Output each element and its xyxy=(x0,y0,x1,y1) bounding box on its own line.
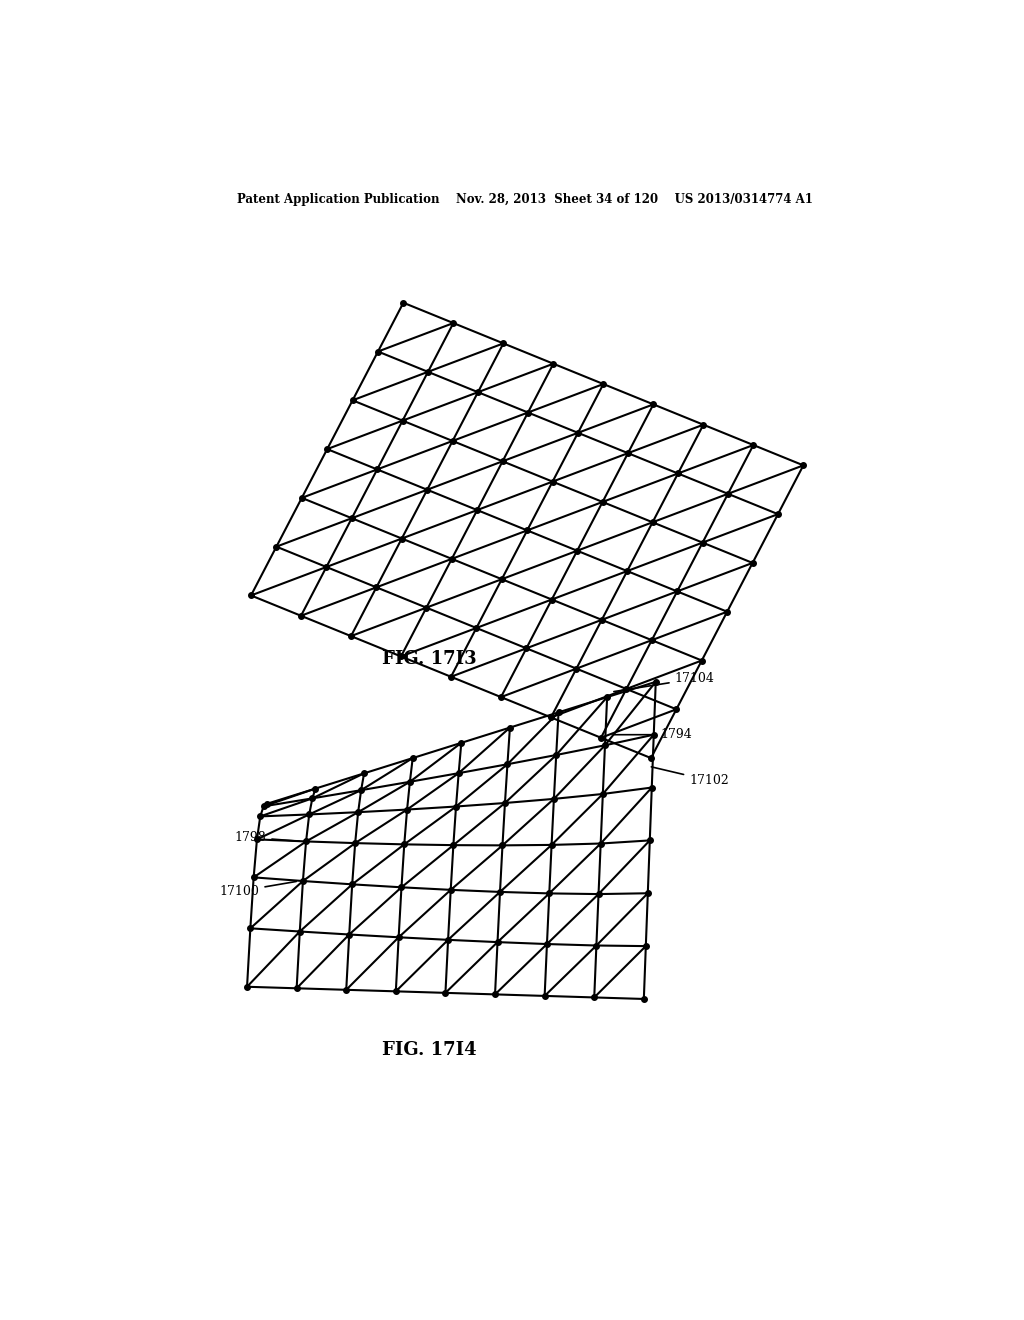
Text: 17102: 17102 xyxy=(651,767,729,787)
Text: FIG. 17I4: FIG. 17I4 xyxy=(382,1040,477,1059)
Text: 1798: 1798 xyxy=(234,830,299,843)
Text: Patent Application Publication    Nov. 28, 2013  Sheet 34 of 120    US 2013/0314: Patent Application Publication Nov. 28, … xyxy=(237,193,813,206)
Text: 17100: 17100 xyxy=(219,882,296,898)
Text: 1794: 1794 xyxy=(613,729,692,742)
Text: 17104: 17104 xyxy=(613,672,715,692)
Text: FIG. 17I3: FIG. 17I3 xyxy=(382,651,477,668)
